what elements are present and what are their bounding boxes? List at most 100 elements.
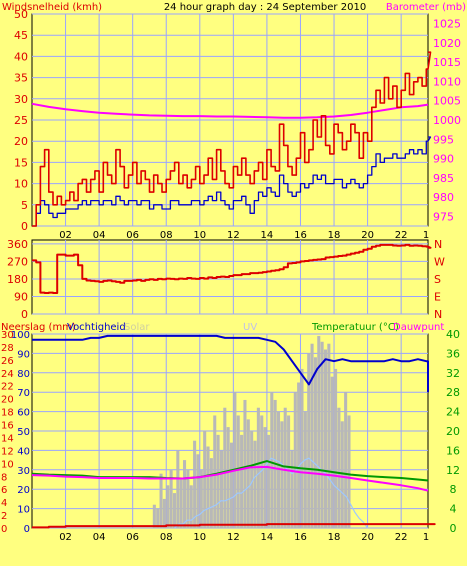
wind-y-tick-label: 40 [14,50,28,63]
solar-bar [233,392,237,528]
solar-bar [253,440,257,528]
wind-speed-axis-label: Windsnelheid (kmh) [2,2,102,13]
solar-bar [290,450,294,528]
solar-bar [206,446,210,528]
wind-y-tick-label: 30 [14,93,28,106]
wind-y-tick-label: 5 [21,199,28,212]
barometer-y-tick-label: 990 [433,153,454,166]
x-tick-label-end: 1 [423,230,429,241]
uv-axis-label: UV [243,322,257,333]
rain-y-tick-label: 20 [1,395,14,406]
temperature-y-tick-label: 32 [446,367,460,380]
compass-tick-label: E [434,290,441,303]
temperature-axis-label: Temperatuur (°C) [311,322,399,333]
direction-y-tick-label: 0 [21,308,28,321]
rain-y-tick-label: 4 [1,498,7,509]
solar-bar [303,411,307,528]
x-tick-label: 02 [59,532,72,543]
dewpoint-series [31,465,429,492]
barometer-series [31,102,429,119]
wind-speed-series [32,51,432,227]
solar-bar [310,343,314,528]
solar-bar [172,493,177,528]
uv-series [174,457,369,529]
solar-bar [334,368,338,528]
solar-bar [156,508,160,528]
dewpoint-axis-label: Dauwpunt [393,322,444,333]
humidity-y-tick-label: 0 [24,524,30,535]
solar-axis-label: Solar [124,322,150,333]
solar-bar [230,442,234,528]
humidity-y-tick-label: 50 [17,427,30,438]
humidity-axis-label: Vochtigheid [67,322,126,333]
humidity-y-tick-label: 60 [17,408,30,419]
barometer-y-tick-label: 985 [433,172,454,185]
solar-bar [203,431,207,528]
solar-bar [162,498,166,528]
x-tick-label: 12 [227,532,240,543]
wind-y-tick-label: 15 [14,156,28,169]
barometer-y-tick-label: 975 [433,210,454,223]
x-tick-label: 08 [160,230,173,241]
temperature-y-tick-label: 20 [446,425,460,438]
solar-bar [327,343,331,528]
solar-bar [263,427,267,528]
wind-y-tick-label: 20 [14,135,28,148]
solar-bar [236,415,240,528]
humidity-y-tick-label: 70 [17,388,30,399]
wind-y-tick-label: 10 [14,178,28,191]
compass-tick-label: W [434,255,445,268]
direction-y-tick-label: 360 [7,238,28,251]
solar-bar [186,469,190,528]
solar-bar [189,485,193,528]
rain-y-tick-label: 12 [1,446,14,457]
solar-bar [176,450,180,528]
compass-tick-label: N [434,308,442,321]
solar-bar [313,357,317,528]
solar-bar [223,407,227,528]
wind-y-tick-label: 35 [14,72,28,85]
rain-humidity-temperature-panel: 0246810121416182022242628300102030405060… [1,328,460,543]
x-tick-label-end: 1 [423,532,429,543]
solar-bar [323,349,328,528]
solar-bar [199,469,203,528]
x-tick-label: 08 [160,532,173,543]
rain-y-tick-label: 6 [1,485,7,496]
solar-bar [344,392,348,528]
temperature-y-tick-label: 28 [446,386,460,399]
rain-y-tick-label: 14 [1,433,14,444]
solar-bar [280,421,284,528]
temperature-y-tick-label: 8 [450,483,457,496]
direction-y-tick-label: 270 [7,255,28,268]
direction-y-tick-label: 180 [7,273,28,286]
solar-bar [287,415,291,528]
x-tick-label: 12 [227,230,240,241]
solar-bar [347,415,351,528]
temperature-y-tick-label: 36 [446,347,460,360]
solar-bar [297,382,301,528]
barometer-y-tick-label: 1020 [433,37,461,50]
x-tick-label: 10 [193,532,206,543]
solar-bar [246,419,250,528]
solar-bar [166,485,170,528]
solar-bar [169,469,173,528]
solar-bar [320,341,324,528]
solar-bar [307,353,311,528]
rain-y-tick-label: 28 [1,343,14,354]
barometer-y-tick-label: 1015 [433,56,461,69]
solar-bar [243,399,247,528]
solar-bar [260,415,264,528]
humidity-series [32,334,429,393]
x-tick-label: 22 [395,532,408,543]
solar-bar [300,368,304,528]
solar-bar [216,434,220,528]
solar-bar [193,440,197,528]
wind-barometer-panel: 0510152025303540455097598098599099510001… [14,8,461,241]
solar-bar [266,434,270,528]
x-tick-label: 04 [93,230,106,241]
rain-y-tick-label: 18 [1,408,14,419]
x-tick-label: 06 [126,532,139,543]
barometer-y-tick-label: 1025 [433,18,461,31]
